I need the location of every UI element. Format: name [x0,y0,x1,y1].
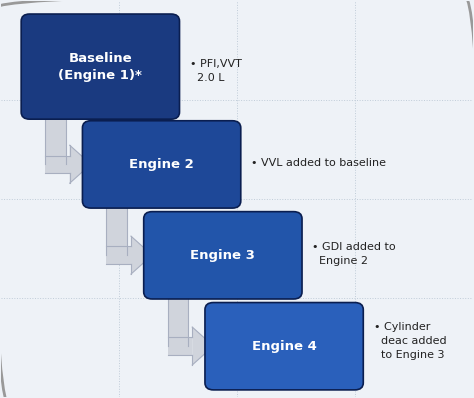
Polygon shape [45,156,70,173]
Text: • GDI added to
  Engine 2: • GDI added to Engine 2 [312,242,396,266]
Text: • PFI,VVT
  2.0 L: • PFI,VVT 2.0 L [190,59,242,82]
Text: Engine 3: Engine 3 [191,249,255,262]
Text: Engine 4: Engine 4 [252,340,317,353]
Polygon shape [192,327,213,365]
Text: Engine 2: Engine 2 [129,158,194,171]
Polygon shape [107,246,131,264]
Polygon shape [45,156,66,173]
Text: Baseline
(Engine 1)*: Baseline (Engine 1)* [58,52,142,82]
Polygon shape [168,338,189,355]
FancyBboxPatch shape [82,121,241,208]
Polygon shape [107,246,127,264]
Text: • Cylinder
  deac added
  to Engine 3: • Cylinder deac added to Engine 3 [374,322,447,360]
Polygon shape [45,112,66,164]
Text: • VVL added to baseline: • VVL added to baseline [251,158,386,168]
FancyBboxPatch shape [144,212,302,299]
Polygon shape [168,292,189,346]
Polygon shape [168,338,192,355]
FancyBboxPatch shape [205,302,363,390]
FancyBboxPatch shape [21,14,180,119]
Polygon shape [70,145,91,183]
Polygon shape [131,236,152,274]
Polygon shape [107,201,127,255]
